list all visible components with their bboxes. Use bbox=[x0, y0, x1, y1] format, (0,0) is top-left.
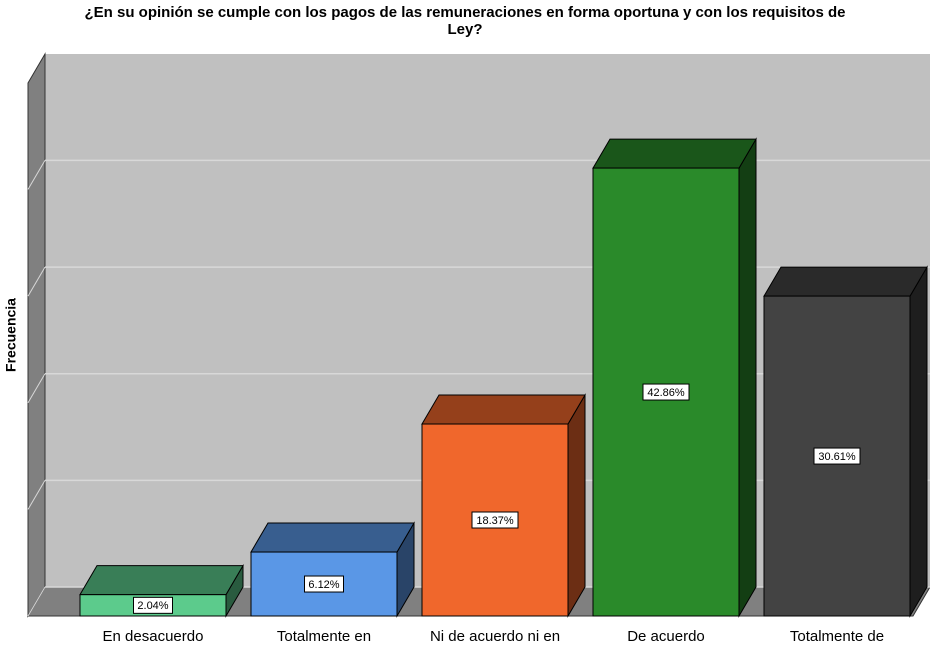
bar-3d: 2.04% bbox=[79, 563, 244, 618]
data-label-box bbox=[133, 596, 173, 614]
bar-3d: 30.61% bbox=[763, 265, 928, 618]
data-label: 42.86% bbox=[647, 387, 685, 399]
chart-title: ¿En su opinión se cumple con los pagos d… bbox=[85, 4, 846, 21]
bar-3d: 6.12% bbox=[250, 521, 415, 618]
data-label-box bbox=[304, 575, 344, 593]
grid-line bbox=[27, 160, 46, 190]
bar-top bbox=[79, 565, 244, 596]
bar-top bbox=[592, 138, 757, 169]
data-label: 18.37% bbox=[476, 515, 514, 527]
data-label-box bbox=[471, 511, 519, 529]
x-tick-label: Totalmente de bbox=[790, 628, 884, 645]
x-tick-label: Ni de acuerdo ni en bbox=[430, 628, 560, 645]
grid-line bbox=[27, 373, 46, 403]
bar-side bbox=[738, 137, 757, 618]
grid-line bbox=[27, 480, 46, 510]
x-tick-label: De acuerdo bbox=[627, 628, 705, 645]
data-label: 30.61% bbox=[818, 451, 856, 463]
bar-3d: 18.37% bbox=[421, 393, 586, 618]
bar-top bbox=[421, 394, 586, 425]
y-axis-label: Frecuencia bbox=[3, 298, 19, 372]
data-label-box bbox=[813, 447, 861, 465]
bar-top bbox=[250, 522, 415, 553]
x-tick-label: Totalmente en bbox=[277, 628, 371, 645]
grid-line bbox=[27, 266, 46, 297]
bar-3d: 42.86% bbox=[592, 137, 757, 618]
bar-side bbox=[909, 265, 928, 618]
bar-top bbox=[763, 266, 928, 297]
data-label: 2.04% bbox=[137, 600, 168, 612]
chart-title: Ley? bbox=[447, 21, 482, 38]
x-tick-label: En desacuerdo bbox=[103, 628, 204, 645]
left-wall bbox=[27, 52, 46, 618]
data-label-box bbox=[642, 383, 690, 401]
grid-line bbox=[27, 586, 46, 617]
bar-side bbox=[567, 393, 586, 618]
data-label: 6.12% bbox=[308, 579, 339, 591]
